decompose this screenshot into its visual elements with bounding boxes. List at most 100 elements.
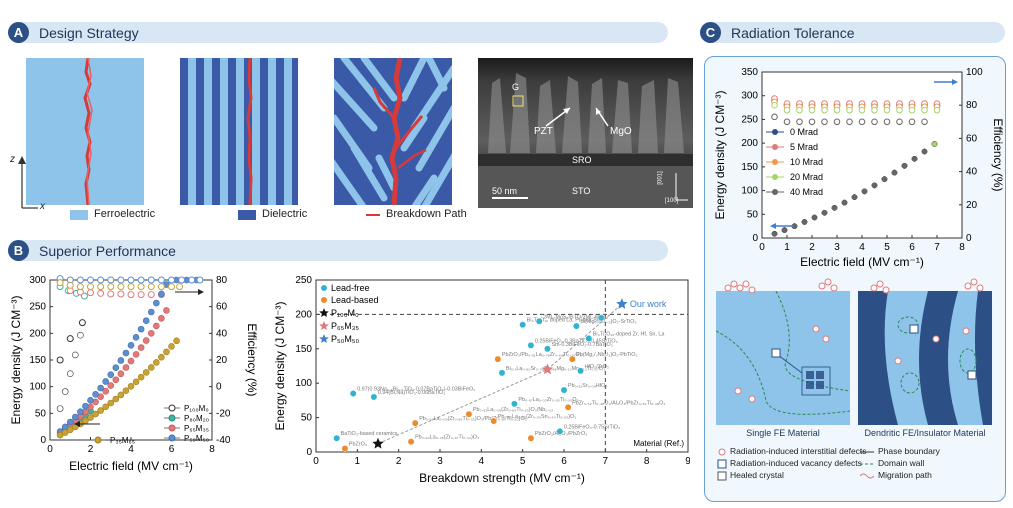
arrow-right-head xyxy=(198,289,204,295)
x-tick-label: 2 xyxy=(809,242,815,253)
efficiency-point xyxy=(117,276,125,284)
legend-marker xyxy=(772,174,778,180)
material-label: PbZrO₃ xyxy=(349,442,367,448)
efficiency-point xyxy=(883,106,891,114)
y-tick-label: 300 xyxy=(741,91,758,102)
y-tick-label: 300 xyxy=(29,275,46,286)
energy-point xyxy=(891,169,898,176)
y-tick-label: 50 xyxy=(301,413,313,424)
efficiency-point xyxy=(821,106,828,114)
energy-point xyxy=(97,384,104,392)
material-label: Bi₄Ti₃O₁₂-doped Zr, Hf, Sn, La xyxy=(593,331,665,337)
efficiency-point xyxy=(107,290,115,298)
y-tick-label: 150 xyxy=(29,355,46,366)
efficiency-point xyxy=(846,106,853,114)
legend-label: 20 Mrad xyxy=(790,172,823,182)
efficiency-point xyxy=(56,279,64,287)
energy-point xyxy=(92,410,99,418)
energy-point xyxy=(158,290,165,298)
material-point xyxy=(510,400,518,408)
x-tick-label: 4 xyxy=(859,242,865,253)
panel-a3-dendritic xyxy=(334,58,452,205)
material-point xyxy=(568,355,576,363)
efficiency-point xyxy=(176,283,184,291)
material-label: BaTiO₃-based ceramics xyxy=(341,431,398,437)
defect-clusters xyxy=(724,278,984,294)
x-tick-label: 8 xyxy=(209,444,215,455)
energy-point xyxy=(72,351,79,359)
y2-tick-label: 0 xyxy=(216,382,222,393)
plot-frame xyxy=(761,71,963,239)
efficiency-point xyxy=(796,118,803,126)
efficiency-point xyxy=(97,276,105,284)
legend-label: 40 Mrad xyxy=(790,187,823,197)
axis-z-label: z xyxy=(10,154,15,165)
energy-point xyxy=(112,395,120,403)
efficiency-point xyxy=(178,276,186,284)
efficiency-point xyxy=(127,276,135,284)
legend-swatch-fe xyxy=(70,210,88,220)
energy-point xyxy=(163,307,170,314)
panel-a2-stripes xyxy=(180,58,298,205)
tem-columns xyxy=(478,73,693,208)
x-tick-label: 3 xyxy=(834,242,840,253)
material-label: Pb₀.₉₇La₀.₀₂Zr₀.₉₅Ti₀.₀₅O₃ xyxy=(518,397,578,403)
legend-label-de: Dielectric xyxy=(262,208,308,220)
efficiency-point xyxy=(127,283,135,291)
energy-point xyxy=(901,163,908,169)
efficiency-point xyxy=(858,106,866,114)
material-point xyxy=(494,355,502,363)
energy-point xyxy=(117,370,125,378)
efficiency-point xyxy=(97,283,105,291)
energy-point xyxy=(931,141,938,147)
energy-point xyxy=(107,399,115,407)
efficiency-point xyxy=(80,292,88,300)
y2-tick-label: -20 xyxy=(216,408,231,419)
section-c-title: Radiation Tolerance xyxy=(731,24,855,41)
legend-label: P₅₀M₅₀ xyxy=(184,434,209,443)
y-tick-label: 200 xyxy=(29,328,46,339)
energy-point xyxy=(147,364,155,371)
material-point xyxy=(564,403,572,411)
legend-c-icons xyxy=(717,448,875,481)
y2-tick-label: 100 xyxy=(966,67,983,78)
energy-point xyxy=(122,387,130,394)
material-point xyxy=(544,345,551,353)
legend-marker xyxy=(168,424,176,432)
single-fe-drawing xyxy=(716,291,850,415)
energy-point xyxy=(56,431,64,439)
energy-point xyxy=(127,357,135,365)
efficiency-point xyxy=(896,118,903,126)
energy-point xyxy=(66,426,74,434)
y2-tick-label: 40 xyxy=(966,167,978,178)
legend-swatch-de xyxy=(238,210,256,220)
axes-a1 xyxy=(18,156,38,209)
energy-point xyxy=(87,397,94,404)
efficiency-point xyxy=(117,283,125,291)
energy-point xyxy=(77,408,84,415)
material-point xyxy=(527,341,535,349)
chart-b2-breakdown: 0 1 2 3 4 5 6 7 8 9 0 50 100 150 200 250 Breakdown stren… xyxy=(273,275,690,485)
tem-label-pzt: PZT xyxy=(534,126,553,137)
schematic-dendritic xyxy=(858,291,992,425)
efficiency-point xyxy=(871,106,878,114)
efficiency-point xyxy=(87,289,94,297)
breakdown-path-a1 xyxy=(83,58,93,205)
material-point xyxy=(349,390,357,397)
energy-point xyxy=(911,156,918,162)
material-label: Pb₀.₉₁La₀.₀₉(Zr₀.₆₅Ti₀.₃₅)O₃/Pb(Zr₀.₈₀Ti… xyxy=(419,416,527,422)
efficiency-point xyxy=(908,118,916,126)
efficiency-point xyxy=(97,289,105,297)
energy-point xyxy=(147,330,155,337)
tem-label-sro: SRO xyxy=(572,155,592,165)
material-point xyxy=(560,386,568,394)
efficiency-point xyxy=(76,276,84,284)
material-label: Bi₃Ti₄O₁₂ doped La, Pr, Nd, Sm xyxy=(527,318,602,324)
legend-c-interstitial: Radiation-induced interstitial defects xyxy=(730,446,867,456)
legend-marker xyxy=(772,129,778,135)
our-work-star xyxy=(616,298,628,309)
material-label: Pb₀.₉₇La₀.₀₂(Zr₀.₅₅Sn₀.₄₀Ti₀.₀₅)O₃ xyxy=(498,414,577,420)
material-point xyxy=(519,321,527,329)
efficiency-point xyxy=(196,276,204,284)
dendritic-drawing xyxy=(858,291,992,425)
